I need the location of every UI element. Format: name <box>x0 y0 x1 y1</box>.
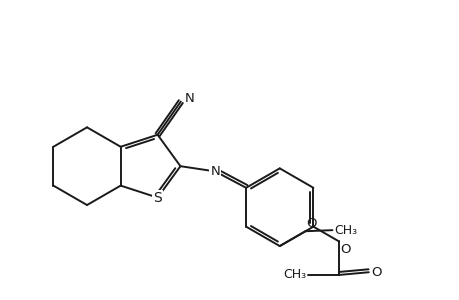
Text: O: O <box>371 266 381 279</box>
Text: S: S <box>153 190 162 205</box>
Text: N: N <box>185 92 195 105</box>
Text: O: O <box>340 243 350 256</box>
Text: N: N <box>210 165 219 178</box>
Text: CH₃: CH₃ <box>333 224 356 237</box>
Text: CH₃: CH₃ <box>282 268 306 281</box>
Text: O: O <box>306 217 316 230</box>
